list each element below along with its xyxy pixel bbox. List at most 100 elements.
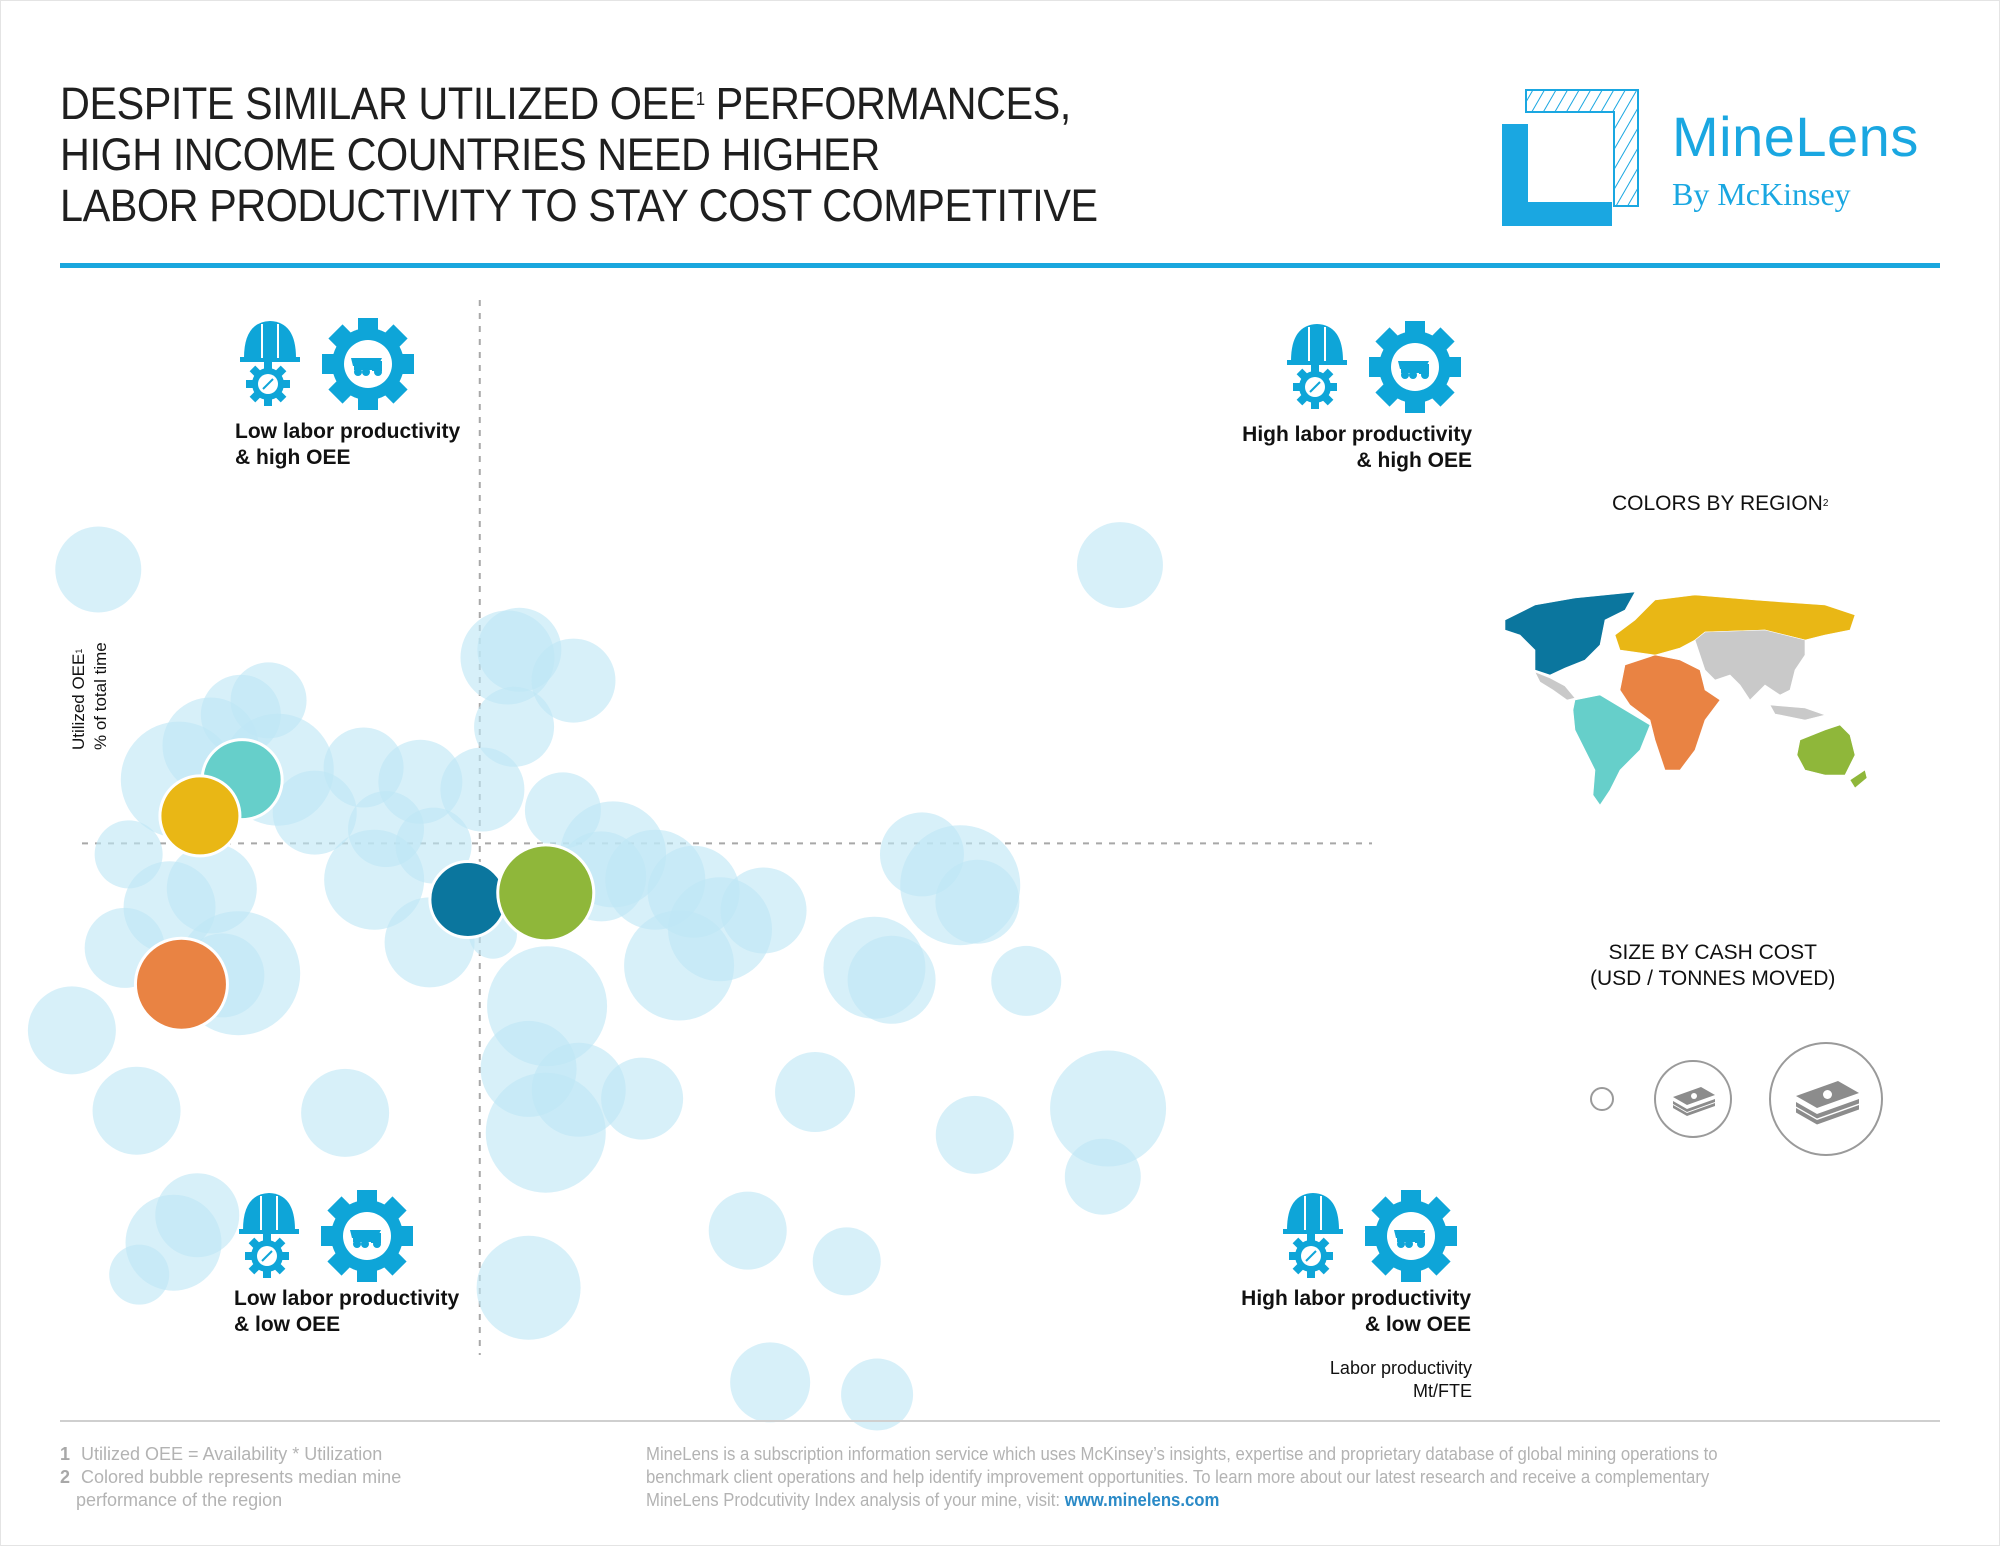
about-line: MineLens is a subscription information s…	[646, 1444, 1718, 1464]
mine-bubble-52	[991, 945, 1062, 1016]
footnote-text: performance of the region	[76, 1490, 283, 1510]
colors-legend-title: COLORS BY REGION2	[1612, 491, 1828, 517]
quadrant-label-top-left: Low labor productivity & high OEE	[235, 419, 460, 471]
map-region-africa	[1619, 654, 1721, 771]
hard-hat-icon	[1283, 1193, 1343, 1234]
money-stack-icon	[1673, 1087, 1715, 1116]
quadrant-label-line: Low labor productivity	[234, 1287, 460, 1310]
minelens-logo: MineLens By McKinsey	[1500, 86, 1960, 236]
quadrant-label-line: & high OEE	[1356, 449, 1473, 472]
mine-bubble-58	[1076, 522, 1163, 609]
logo-name: MineLens	[1672, 105, 1919, 168]
haul-truck-icon	[1398, 361, 1429, 379]
map-region-europe-russia	[1614, 594, 1856, 656]
title-line-1-b: PERFORMANCES,	[704, 78, 1072, 129]
map-region-central-america	[1534, 671, 1576, 701]
quadrant-label-bottom-left: Low labor productivity & low OEE	[234, 1286, 459, 1338]
quadrant-label-line: & low OEE	[234, 1313, 341, 1336]
logo-subtitle: By McKinsey	[1672, 176, 1851, 212]
quadrant-icons-top-right	[1285, 321, 1475, 431]
about-line-text: MineLens Prodcutivity Index analysis of …	[646, 1490, 1065, 1510]
footnote-2-cont: performance of the region	[60, 1489, 401, 1512]
size-legend	[1590, 1042, 1883, 1156]
size-legend-title-line1: SIZE BY CASH COST	[1608, 941, 1817, 964]
region-bubble-europe-russia	[158, 774, 242, 858]
title-line-3: LABOR PRODUCTIVITY TO STAY COST COMPETIT…	[60, 180, 1098, 231]
mine-bubble-17	[166, 843, 257, 934]
hard-hat-icon	[240, 321, 300, 362]
gauge-gear-icon	[1293, 365, 1337, 409]
y-axis-title: Utilized OEE1	[68, 642, 90, 750]
minelens-link[interactable]: www.minelens.com	[1064, 1490, 1220, 1510]
quadrant-label-top-right: High labor productivity & high OEE	[1242, 422, 1472, 474]
mine-bubble-60	[1064, 1138, 1141, 1215]
mine-bubble-54	[708, 1191, 787, 1270]
title-footnote-ref: 1	[695, 89, 705, 109]
size-legend-title-line2: (USD / TONNES MOVED)	[1590, 967, 1836, 990]
gauge-gear-icon	[246, 362, 290, 406]
haul-truck-icon	[1394, 1230, 1425, 1248]
world-map-region-legend	[1505, 591, 1868, 806]
x-axis-label: Labor productivity Mt/FTE	[1330, 1357, 1472, 1403]
mine-bubble-46	[775, 1052, 856, 1132]
mine-bubble-26	[155, 1173, 240, 1258]
gear-truck-icon	[321, 1190, 413, 1282]
page-title: DESPITE SIMILAR UTILIZED OEE1 PERFORMANC…	[60, 78, 1098, 231]
about-text: MineLens is a subscription information s…	[646, 1443, 1849, 1512]
about-line: MineLens Prodcutivity Index analysis of …	[646, 1489, 1849, 1512]
minelens-logo-mark-icon	[1502, 89, 1639, 226]
mine-bubble-39	[720, 867, 807, 954]
x-axis-title: Labor productivity	[1329, 1358, 1472, 1378]
haul-truck-icon	[351, 358, 382, 376]
footnote-text: Colored bubble represents median mine	[81, 1467, 402, 1487]
size-legend-medium	[1654, 1060, 1732, 1138]
money-stack-icon	[1796, 1081, 1859, 1125]
footnote-number: 1	[60, 1444, 71, 1464]
mine-bubble-59	[1050, 1050, 1167, 1167]
mine-bubble-19	[94, 820, 163, 889]
quadrant-label-line: Low labor productivity	[235, 420, 461, 443]
gauge-gear-icon	[1289, 1234, 1333, 1278]
mine-bubble-43	[601, 1057, 684, 1140]
hard-hat-icon	[239, 1193, 299, 1234]
gear-truck-icon	[1365, 1190, 1457, 1282]
mine-bubble-13	[440, 747, 525, 832]
y-axis-label: Utilized OEE1 % of total time	[68, 642, 112, 750]
about-line: benchmark client operations and help ide…	[646, 1467, 1710, 1487]
mine-bubble-44	[485, 1072, 606, 1193]
colors-legend-footnote-ref: 2	[1822, 498, 1829, 509]
mine-bubble-51	[935, 859, 1020, 944]
footnotes: 1 Utilized OEE = Availability * Utilizat…	[60, 1443, 401, 1512]
mine-bubble-1	[55, 526, 142, 613]
region-bubbles	[133, 738, 596, 1032]
size-legend-small	[1590, 1087, 1614, 1111]
mine-bubble-48	[847, 935, 936, 1024]
mine-bubble-12	[378, 739, 463, 824]
hard-hat-icon	[1287, 324, 1347, 365]
mine-bubble-45	[476, 1235, 581, 1340]
mine-bubble-22	[27, 986, 116, 1075]
mine-bubble-29	[460, 610, 555, 705]
y-axis-unit: % of total time	[91, 642, 110, 750]
title-line-1: DESPITE SIMILAR UTILIZED OEE1 PERFORMANC…	[60, 78, 1098, 129]
y-axis-title-text: Utilized OEE	[69, 653, 88, 750]
header-divider	[60, 263, 1940, 268]
title-line-2: HIGH INCOME COUNTRIES NEED HIGHER	[60, 129, 880, 180]
mine-bubble-55	[812, 1227, 881, 1296]
x-axis-unit: Mt/FTE	[1413, 1381, 1472, 1401]
quadrant-label-line: & high OEE	[235, 446, 351, 469]
footer-divider	[60, 1420, 1940, 1422]
region-bubble-north-america	[428, 860, 508, 939]
map-region-north-america	[1505, 591, 1636, 676]
haul-truck-icon	[350, 1230, 381, 1248]
mine-bubble-30	[531, 638, 616, 723]
map-region-australia	[1796, 724, 1868, 789]
map-region-asia	[1694, 629, 1827, 721]
title-line-1-a: DESPITE SIMILAR UTILIZED OEE	[60, 78, 696, 129]
colors-legend-title-text: COLORS BY REGION	[1612, 492, 1823, 515]
mine-bubble-38	[624, 910, 735, 1021]
footnote-text: Utilized OEE = Availability * Utilizatio…	[81, 1444, 383, 1464]
mine-bubble-23	[92, 1066, 181, 1155]
mine-bubble-57	[841, 1358, 914, 1431]
